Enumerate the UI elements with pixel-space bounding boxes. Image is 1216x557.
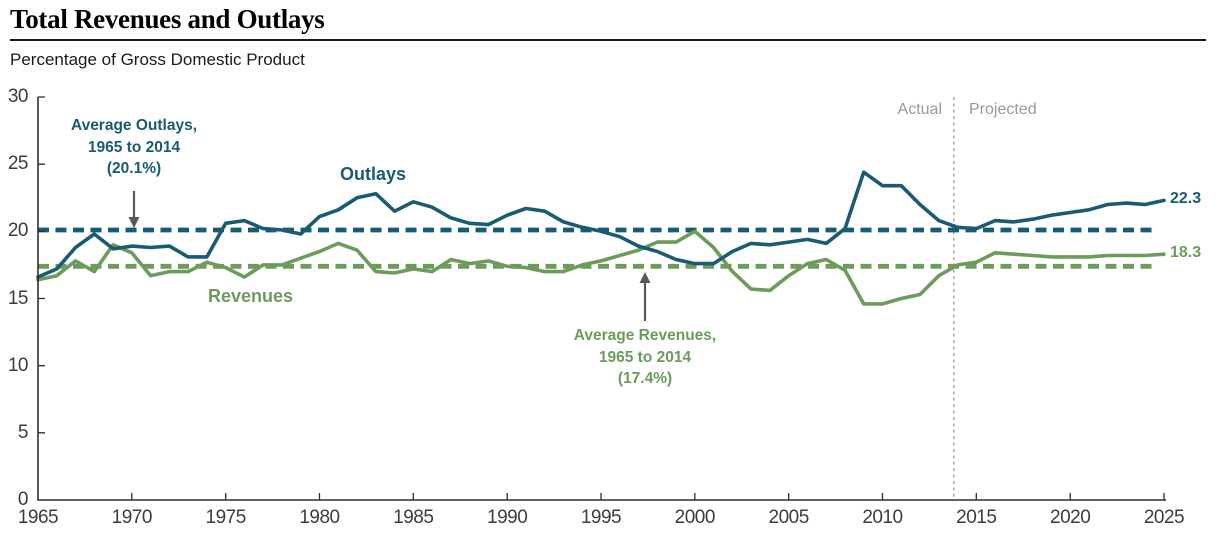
- revenues-end-value-label: 18.3: [1170, 244, 1202, 261]
- outlays-line: [36, 170, 1166, 279]
- x-tick-2005: 2005: [768, 507, 810, 528]
- average-outlays-annotation-line2: 1965 to 2014: [87, 138, 181, 156]
- title-divider-rule: [10, 39, 1206, 41]
- outlays-annotation-arrow: [128, 191, 140, 228]
- x-tick-1990: 1990: [487, 507, 528, 528]
- revenues-series-label: Revenues: [208, 286, 294, 306]
- y-tick-5: 5: [17, 421, 29, 443]
- average-outlays-annotation: Average Outlays, 1965 to 2014 (20.1%): [24, 115, 244, 180]
- y-tick-0: 0: [17, 489, 29, 510]
- x-tick-1975: 1975: [205, 507, 247, 528]
- x-tick-1985: 1985: [393, 507, 434, 528]
- average-revenues-annotation-line3: (17.4%): [617, 370, 673, 387]
- x-tick-2020: 2020: [1050, 507, 1091, 528]
- chart-subtitle: Percentage of Gross Domestic Product: [10, 50, 305, 69]
- average-revenues-annotation-line2: 1965 to 2014: [598, 348, 692, 366]
- x-tick-1980: 1980: [299, 507, 340, 528]
- average-outlays-annotation-line1: Average Outlays,: [70, 117, 198, 134]
- y-tick-20: 20: [7, 220, 29, 242]
- y-axis-ticks: [38, 96, 45, 434]
- average-revenues-annotation-line1: Average Revenues,: [573, 327, 717, 344]
- revenues-line: [36, 229, 1166, 306]
- y-tick-30: 30: [7, 86, 29, 107]
- x-tick-2025: 2025: [1143, 507, 1185, 528]
- x-tick-1965: 1965: [17, 507, 59, 528]
- average-revenues-annotation: Average Revenues, 1965 to 2014 (17.4%): [535, 325, 755, 390]
- outlays-end-value-label: 22.3: [1170, 190, 1202, 207]
- x-tick-1995: 1995: [580, 507, 622, 528]
- revenues-annotation-arrow: [639, 272, 651, 321]
- average-outlays-annotation-line3: (20.1%): [106, 160, 162, 177]
- x-tick-2000: 2000: [674, 507, 716, 528]
- x-axis-ticks: [131, 493, 1165, 500]
- projected-zone-label: Projected: [969, 101, 1037, 118]
- actual-zone-label: Actual: [897, 101, 942, 118]
- chart-title: Total Revenues and Outlays: [10, 4, 325, 34]
- x-tick-2010: 2010: [862, 507, 903, 528]
- y-tick-25: 25: [7, 153, 29, 175]
- x-tick-2015: 2015: [956, 507, 997, 528]
- y-tick-10: 10: [7, 354, 29, 376]
- x-tick-1970: 1970: [111, 507, 153, 528]
- outlays-series-label: Outlays: [340, 164, 407, 184]
- y-tick-15: 15: [7, 287, 29, 309]
